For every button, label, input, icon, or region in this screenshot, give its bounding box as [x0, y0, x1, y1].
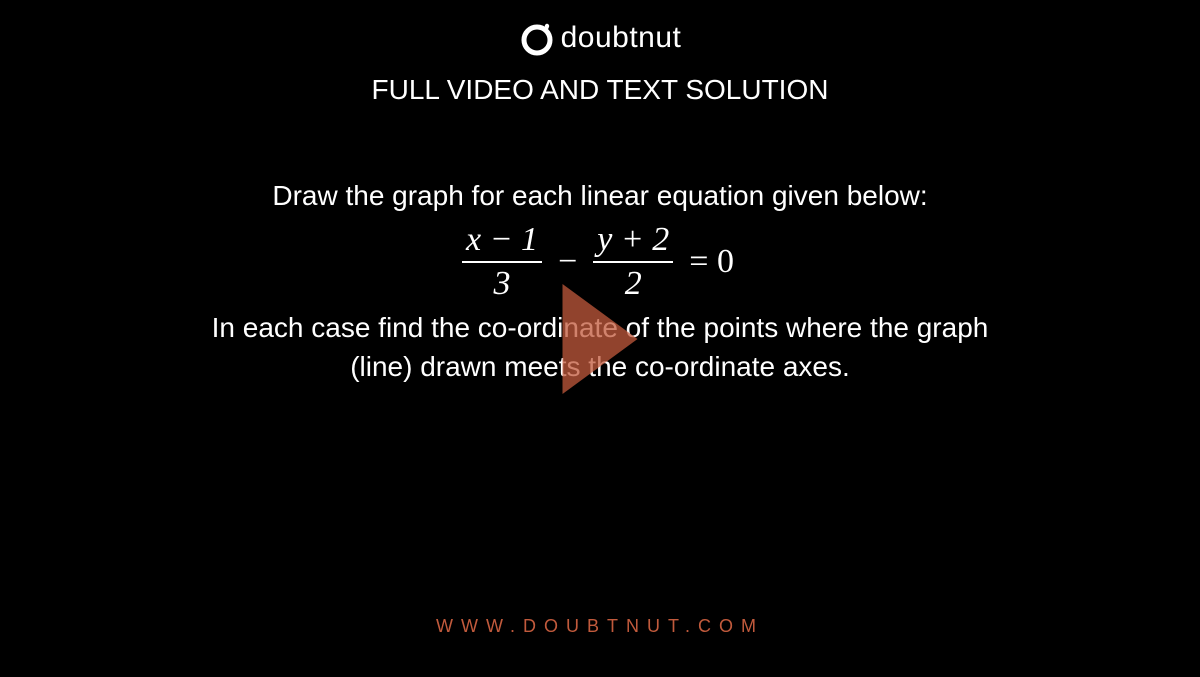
- subtitle: FULL VIDEO AND TEXT SOLUTION: [372, 74, 829, 106]
- fraction-1-numerator: x − 1: [462, 221, 542, 258]
- main-container: doubtnut FULL VIDEO AND TEXT SOLUTION Dr…: [0, 0, 1200, 677]
- fraction-2-numerator: y + 2: [593, 221, 673, 258]
- logo-icon: [519, 20, 555, 56]
- fraction-1-denominator: 3: [490, 265, 515, 302]
- fraction-1-bar: [462, 261, 542, 263]
- logo-text: doubtnut: [561, 21, 682, 55]
- footer-url: WWW.DOUBTNUT.COM: [0, 616, 1200, 637]
- fraction-2-bar: [593, 261, 673, 263]
- brand-logo: doubtnut: [519, 20, 682, 56]
- fraction-1: x − 1 3: [462, 221, 542, 302]
- question-line-1: Draw the graph for each linear equation …: [60, 176, 1140, 215]
- play-button[interactable]: [563, 284, 638, 394]
- minus-operator: −: [558, 238, 577, 286]
- equals-zero: = 0: [689, 238, 734, 286]
